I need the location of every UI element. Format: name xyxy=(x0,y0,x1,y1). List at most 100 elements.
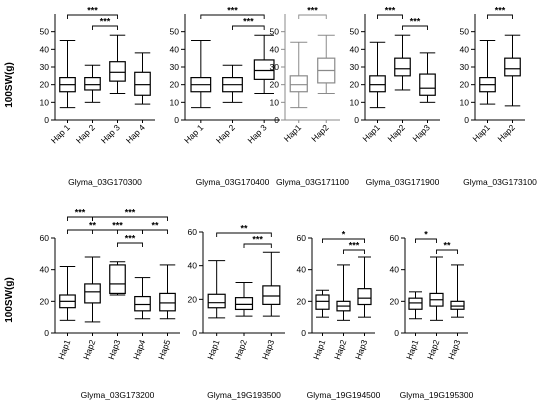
box xyxy=(369,75,386,93)
significance-bracket xyxy=(377,14,403,19)
significance-bracket xyxy=(117,242,143,247)
y-tick-label: 40 xyxy=(188,261,198,271)
category-label: Hap2 xyxy=(233,338,249,361)
significance-bracket xyxy=(243,243,272,248)
y-tick-label: 40 xyxy=(297,265,307,275)
box xyxy=(109,264,126,295)
significance-label: *** xyxy=(495,6,506,16)
significance-label: *** xyxy=(125,234,136,244)
panel-title: Glyma_03G173100 xyxy=(463,177,537,187)
panel-title: Glyma_03G170300 xyxy=(68,177,142,187)
category-label: Hap2 xyxy=(425,338,441,361)
box xyxy=(408,297,423,310)
significance-label: ** xyxy=(443,241,451,251)
y-tick-label: 60 xyxy=(297,233,307,243)
y-tick-label: 40 xyxy=(40,44,50,54)
box xyxy=(159,292,176,312)
category-label: Hap 3 xyxy=(245,122,268,145)
category-label: Hap1 xyxy=(282,122,304,144)
significance-bracket xyxy=(92,25,118,30)
significance-label: ** xyxy=(240,224,248,234)
y-tick-label: 50 xyxy=(270,27,280,37)
significance-bracket xyxy=(298,14,327,19)
significance-bracket xyxy=(343,249,365,254)
y-tick-label: 60 xyxy=(188,227,198,237)
y-axis-label-top: 100SW(g) xyxy=(4,62,15,108)
y-tick-label: 10 xyxy=(270,97,280,107)
significance-bracket xyxy=(92,216,168,221)
category-label: Hap1 xyxy=(56,338,72,361)
box xyxy=(450,300,465,310)
box xyxy=(262,285,281,305)
significance-label: *** xyxy=(410,17,421,27)
y-tick-label: 40 xyxy=(170,44,180,54)
y-tick-label: 20 xyxy=(297,296,307,306)
category-label: Hap1 xyxy=(404,338,420,361)
y-tick-label: 0 xyxy=(192,328,197,338)
significance-label: *** xyxy=(227,6,238,16)
significance-label: *** xyxy=(100,17,111,27)
y-tick-label: 50 xyxy=(460,27,470,37)
box xyxy=(84,76,101,91)
category-label: Hap 3 xyxy=(99,122,122,145)
significance-label: ** xyxy=(151,221,159,231)
box xyxy=(253,59,275,80)
significance-bracket xyxy=(487,14,513,19)
panel-title: Glyma_19G195300 xyxy=(400,390,474,400)
y-tick-label: 30 xyxy=(460,62,470,72)
y-tick-label: 60 xyxy=(390,233,400,243)
category-label: Hap2 xyxy=(332,338,348,361)
category-label: Hap 2 xyxy=(214,122,237,145)
category-label: Hap3 xyxy=(106,338,122,361)
category-label: Hap1 xyxy=(470,122,492,144)
category-label: Hap1 xyxy=(360,122,382,144)
significance-bracket xyxy=(322,238,365,243)
box xyxy=(134,71,151,96)
significance-bracket xyxy=(67,14,118,19)
y-tick-label: 30 xyxy=(170,62,180,72)
category-label: Hap3 xyxy=(260,338,276,361)
category-label: Hap2 xyxy=(385,122,407,144)
y-tick-label: 20 xyxy=(270,80,280,90)
y-tick-label: 20 xyxy=(170,80,180,90)
category-label: Hap 4 xyxy=(124,122,147,145)
y-tick-label: 0 xyxy=(44,328,49,338)
y-tick-label: 10 xyxy=(460,97,470,107)
significance-label: *** xyxy=(349,241,360,251)
y-tick-label: 50 xyxy=(350,27,360,37)
box xyxy=(315,294,330,310)
y-tick-label: 50 xyxy=(40,27,50,37)
y-tick-label: 0 xyxy=(464,115,469,125)
significance-bracket xyxy=(402,25,428,30)
y-tick-label: 30 xyxy=(350,62,360,72)
box xyxy=(289,75,308,93)
category-label: Hap4 xyxy=(131,338,147,361)
significance-bracket xyxy=(415,238,437,243)
y-tick-label: 20 xyxy=(40,296,50,306)
significance-label: * xyxy=(424,230,428,240)
y-tick-label: 0 xyxy=(354,115,359,125)
y-tick-label: 0 xyxy=(394,328,399,338)
significance-label: ** xyxy=(89,221,97,231)
y-tick-label: 30 xyxy=(40,62,50,72)
y-tick-label: 60 xyxy=(40,233,50,243)
significance-label: *** xyxy=(307,6,318,16)
significance-label: * xyxy=(342,230,346,240)
significance-label: *** xyxy=(252,235,263,245)
box xyxy=(234,297,254,311)
category-label: Hap3 xyxy=(446,338,462,361)
category-label: Hap 2 xyxy=(74,122,97,145)
panel-title: Glyma_03G171900 xyxy=(366,177,440,187)
y-tick-label: 0 xyxy=(274,115,279,125)
significance-label: *** xyxy=(125,208,136,218)
y-tick-label: 10 xyxy=(350,97,360,107)
y-tick-label: 0 xyxy=(301,328,306,338)
y-tick-label: 0 xyxy=(44,115,49,125)
box xyxy=(84,283,101,304)
significance-label: *** xyxy=(87,6,98,16)
box xyxy=(357,288,372,306)
y-tick-label: 10 xyxy=(170,97,180,107)
significance-bracket xyxy=(142,229,168,234)
significance-bracket xyxy=(216,232,272,237)
box xyxy=(109,61,126,82)
